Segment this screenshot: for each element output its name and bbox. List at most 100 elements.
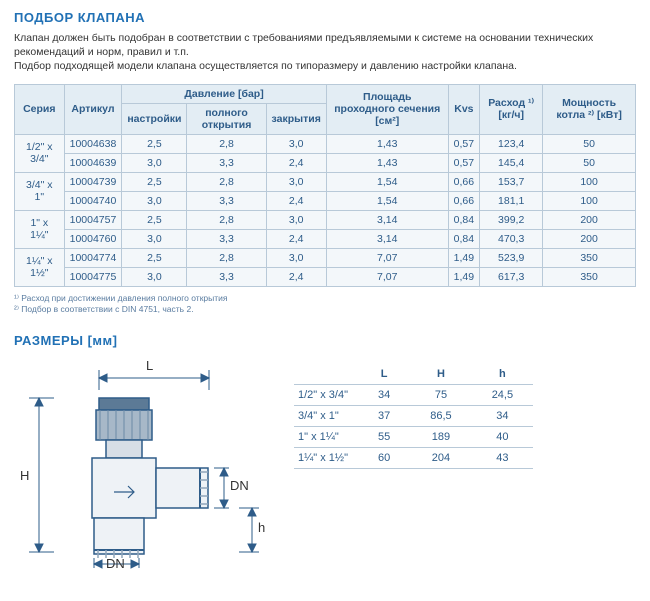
cell: 50 <box>543 134 636 153</box>
cell: 55 <box>358 426 410 447</box>
dims-col-L: L <box>358 364 410 385</box>
cell: 3,3 <box>187 191 266 210</box>
cell: 10004774 <box>64 248 122 267</box>
col-article: Артикул <box>64 84 122 134</box>
cell: 153,7 <box>480 172 543 191</box>
dims-col-blank <box>294 364 358 385</box>
cell: 0,57 <box>448 134 479 153</box>
cell-series: 1¼" x 1½" <box>294 447 358 468</box>
cell: 399,2 <box>480 210 543 229</box>
cell-series: 1¼" x 1½" <box>15 248 65 286</box>
cell: 1,43 <box>326 153 448 172</box>
table-row: 3/4" x 1"100047392,52,83,01,540,66153,71… <box>15 172 636 191</box>
cell: 200 <box>543 210 636 229</box>
table-row: 100046393,03,32,41,430,57145,450 <box>15 153 636 172</box>
cell: 3,14 <box>326 229 448 248</box>
col-series: Серия <box>15 84 65 134</box>
dims-col-H: H <box>410 364 471 385</box>
cell: 3,0 <box>266 248 326 267</box>
intro-p2: Подбор подходящей модели клапана осущест… <box>14 59 636 73</box>
cell: 2,8 <box>187 134 266 153</box>
cell: 40 <box>472 426 533 447</box>
cell: 0,57 <box>448 153 479 172</box>
cell: 7,07 <box>326 267 448 286</box>
footnotes: ¹⁾ Расход при достижении давления полног… <box>14 293 636 315</box>
cell: 145,4 <box>480 153 543 172</box>
table-row: 100047403,03,32,41,540,66181,1100 <box>15 191 636 210</box>
cell: 2,4 <box>266 191 326 210</box>
col-flow: Расход ¹⁾ [кг/ч] <box>480 84 543 134</box>
cell: 24,5 <box>472 384 533 405</box>
cell: 1,49 <box>448 248 479 267</box>
cell: 470,3 <box>480 229 543 248</box>
cell-series: 1" x 1¼" <box>294 426 358 447</box>
diagram-label-DN1: DN <box>230 478 249 493</box>
cell-series: 1/2" x 3/4" <box>294 384 358 405</box>
cell: 189 <box>410 426 471 447</box>
cell: 3,0 <box>122 191 187 210</box>
cell: 3,3 <box>187 267 266 286</box>
col-kvs: Kvs <box>448 84 479 134</box>
cell: 0,84 <box>448 210 479 229</box>
cell: 2,8 <box>187 248 266 267</box>
cell: 86,5 <box>410 405 471 426</box>
dims-col-h: h <box>472 364 533 385</box>
table-row: 1" x 1¼"5518940 <box>294 426 533 447</box>
cell: 43 <box>472 447 533 468</box>
cell-series: 3/4" x 1" <box>294 405 358 426</box>
cell: 50 <box>543 153 636 172</box>
table-row: 1¼" x 1½"6020443 <box>294 447 533 468</box>
cell: 617,3 <box>480 267 543 286</box>
diagram-label-H: H <box>20 468 29 483</box>
cell: 75 <box>410 384 471 405</box>
cell: 60 <box>358 447 410 468</box>
cell: 1,43 <box>326 134 448 153</box>
table-row: 3/4" x 1"3786,534 <box>294 405 533 426</box>
cell: 37 <box>358 405 410 426</box>
cell: 2,5 <box>122 248 187 267</box>
section-title-dimensions: РАЗМЕРЫ [мм] <box>14 333 636 348</box>
col-p-fullopen: полного открытия <box>187 103 266 134</box>
diagram-label-DN2: DN <box>106 556 125 571</box>
cell: 350 <box>543 267 636 286</box>
cell: 3,0 <box>266 210 326 229</box>
table-row: 100047603,03,32,43,140,84470,3200 <box>15 229 636 248</box>
cell: 10004739 <box>64 172 122 191</box>
col-area: Площадь проходного сечения [см²] <box>326 84 448 134</box>
cell: 2,5 <box>122 134 187 153</box>
cell: 523,9 <box>480 248 543 267</box>
cell-series: 3/4" x 1" <box>15 172 65 210</box>
cell: 3,0 <box>122 153 187 172</box>
cell: 1,54 <box>326 191 448 210</box>
col-power: Мощность котла ²⁾ [кВт] <box>543 84 636 134</box>
dims-table: L H h 1/2" x 3/4"347524,53/4" x 1"3786,5… <box>294 364 533 469</box>
section-title-selection: ПОДБОР КЛАПАНА <box>14 10 636 25</box>
cell: 2,8 <box>187 210 266 229</box>
table-row: 100047753,03,32,47,071,49617,3350 <box>15 267 636 286</box>
col-p-setting: настройки <box>122 103 187 134</box>
footnote-2: ²⁾ Подбор в соответствии с DIN 4751, час… <box>14 304 636 315</box>
cell: 350 <box>543 248 636 267</box>
cell: 3,0 <box>266 134 326 153</box>
cell: 10004757 <box>64 210 122 229</box>
cell: 10004639 <box>64 153 122 172</box>
cell: 3,0 <box>122 229 187 248</box>
cell: 0,66 <box>448 172 479 191</box>
cell: 1,49 <box>448 267 479 286</box>
cell: 34 <box>472 405 533 426</box>
cell: 200 <box>543 229 636 248</box>
cell: 3,3 <box>187 153 266 172</box>
diagram-label-h: h <box>258 520 265 535</box>
cell: 2,5 <box>122 210 187 229</box>
cell: 10004760 <box>64 229 122 248</box>
cell: 2,4 <box>266 153 326 172</box>
cell: 181,1 <box>480 191 543 210</box>
intro-block: Клапан должен быть подобран в соответств… <box>14 31 636 74</box>
spec-table: Серия Артикул Давление [бар] Площадь про… <box>14 84 636 287</box>
cell: 2,5 <box>122 172 187 191</box>
cell-series: 1" x 1¼" <box>15 210 65 248</box>
cell: 100 <box>543 191 636 210</box>
table-row: 1/2" x 3/4"100046382,52,83,01,430,57123,… <box>15 134 636 153</box>
cell: 3,0 <box>122 267 187 286</box>
cell: 3,3 <box>187 229 266 248</box>
